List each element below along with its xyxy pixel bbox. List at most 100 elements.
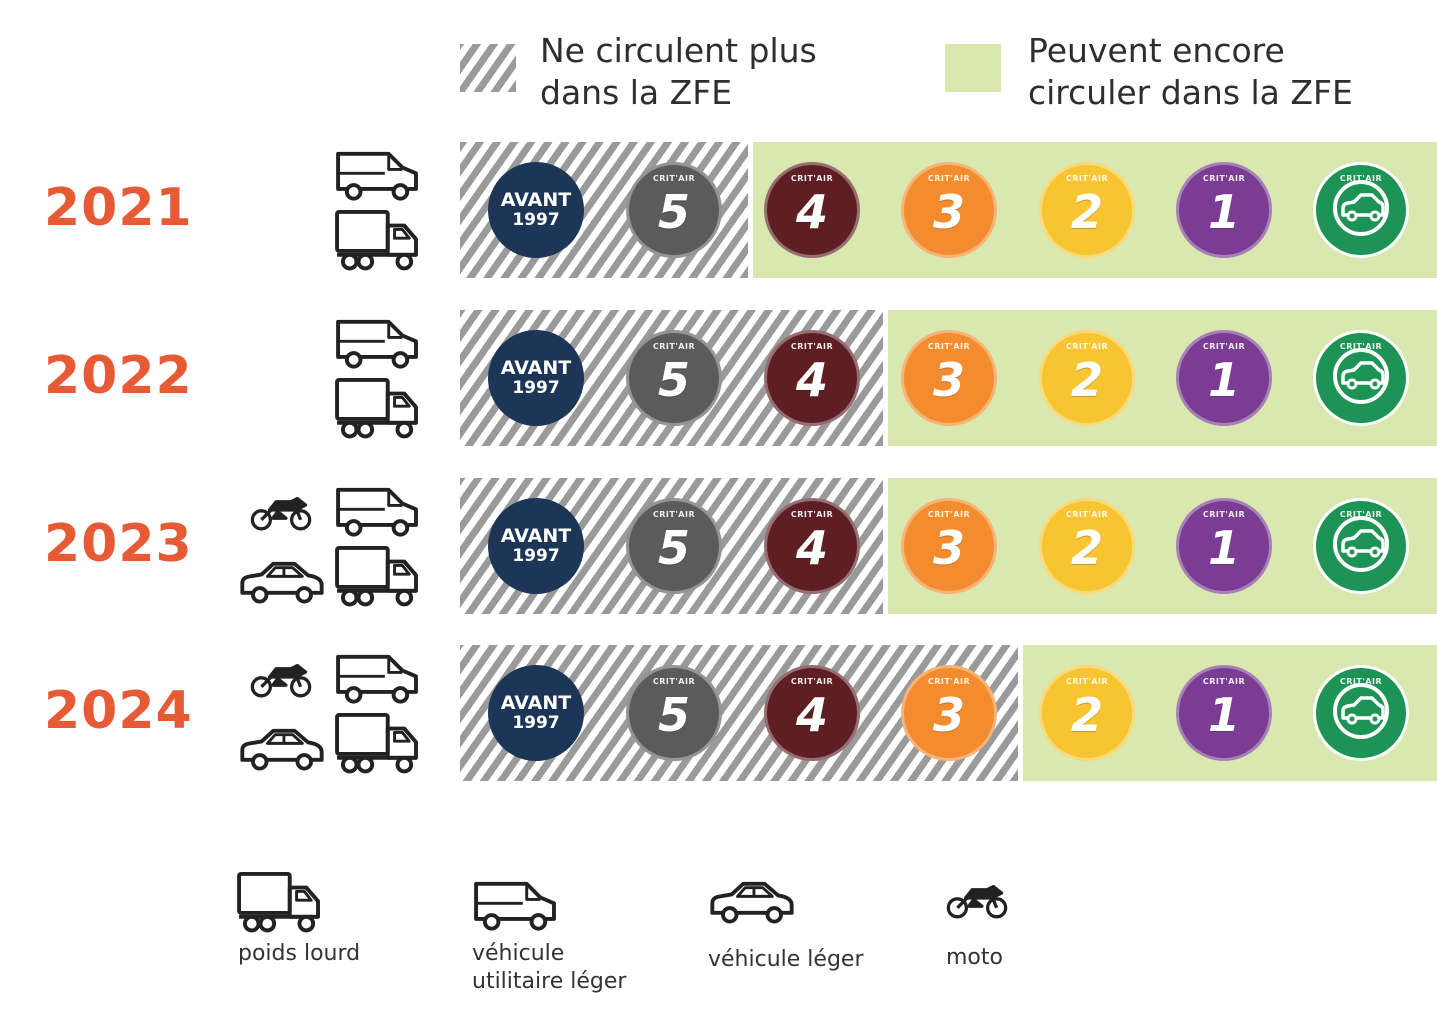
legend-allowed-label: Peuvent encore circuler dans la ZFE <box>1028 30 1353 114</box>
badge-number: 4 <box>795 185 828 239</box>
badge-avant-1997: AVANT 1997 <box>488 498 584 594</box>
legend-excluded-label: Ne circulent plus dans la ZFE <box>540 30 817 114</box>
motorcycle-icon <box>944 880 1010 925</box>
car-icon <box>708 878 796 930</box>
legend-excluded-swatch <box>460 44 516 92</box>
vehicle-legend-label-line: véhicule <box>472 941 565 966</box>
badge-critair-1: CRIT'AIR 1 <box>1176 665 1272 761</box>
heavy-truck-icon <box>334 711 422 774</box>
badge-number: 3 <box>932 688 965 742</box>
badge-critair-label: CRIT'AIR <box>927 677 971 686</box>
badge-critair-5: CRIT'AIR 5 <box>626 665 722 761</box>
badge-critair-label: CRIT'AIR <box>927 174 971 183</box>
legend-allowed-swatch <box>945 44 1001 92</box>
badge-critair-4: CRIT'AIR 4 <box>764 665 860 761</box>
badge-critair-label: CRIT'AIR <box>1202 342 1246 351</box>
badge-number: 2 <box>1070 688 1103 742</box>
utility-van-icon <box>334 484 422 539</box>
badge-number: 5 <box>657 521 690 575</box>
badge-critair-electrique: CRIT'AIR <box>1313 330 1409 426</box>
badge-critair-electrique: CRIT'AIR <box>1313 162 1409 258</box>
electric-car-icon <box>1330 680 1392 746</box>
badge-line1: AVANT <box>500 692 572 714</box>
electric-car-icon <box>1330 513 1392 579</box>
badge-critair-4: CRIT'AIR 4 <box>764 498 860 594</box>
vehicle-legend-label: véhicule utilitaire léger <box>472 940 626 996</box>
badge-avant-1997: AVANT 1997 <box>488 665 584 761</box>
badge-number: 3 <box>932 353 965 407</box>
badge-critair-label: CRIT'AIR <box>790 510 834 519</box>
badge-line2: 1997 <box>512 210 560 230</box>
badge-critair-label: CRIT'AIR <box>927 342 971 351</box>
badge-line2: 1997 <box>512 713 560 733</box>
badge-critair-3: CRIT'AIR 3 <box>901 665 997 761</box>
vehicle-legend-label: moto <box>946 944 1003 972</box>
legend-allowed-line2: circuler dans la ZFE <box>1028 73 1353 112</box>
badge-number: 1 <box>1207 688 1240 742</box>
badge-line2: 1997 <box>512 546 560 566</box>
badge-line1: AVANT <box>500 189 572 211</box>
utility-van-icon <box>334 651 422 706</box>
badge-critair-label: CRIT'AIR <box>1065 342 1109 351</box>
badge-avant-1997: AVANT 1997 <box>488 162 584 258</box>
badge-number: 4 <box>795 353 828 407</box>
badge-line1: AVANT <box>500 525 572 547</box>
badge-critair-label: CRIT'AIR <box>652 174 696 183</box>
badge-number: 2 <box>1070 185 1103 239</box>
badge-critair-4: CRIT'AIR 4 <box>764 330 860 426</box>
timeline-row-2021: 2021 AVANT 1997 CRIT'AIR 5 CRIT'AIR 4 CRIT'AIR 3… <box>0 142 1437 278</box>
badge-critair-label: CRIT'AIR <box>1339 677 1383 686</box>
vehicle-legend-label-line: utilitaire léger <box>472 969 627 994</box>
badge-critair-label: CRIT'AIR <box>1065 174 1109 183</box>
badge-critair-2: CRIT'AIR 2 <box>1039 498 1135 594</box>
badge-critair-label: CRIT'AIR <box>652 510 696 519</box>
utility-van-icon <box>334 316 422 371</box>
badge-critair-2: CRIT'AIR 2 <box>1039 162 1135 258</box>
badge-critair-electrique: CRIT'AIR <box>1313 498 1409 594</box>
year-label: 2024 <box>44 681 193 741</box>
badge-critair-5: CRIT'AIR 5 <box>626 330 722 426</box>
badge-line2: 1997 <box>512 378 560 398</box>
badge-critair-1: CRIT'AIR 1 <box>1176 498 1272 594</box>
badge-critair-4: CRIT'AIR 4 <box>764 162 860 258</box>
badge-number: 2 <box>1070 521 1103 575</box>
badge-number: 5 <box>657 353 690 407</box>
heavy-truck-icon <box>334 376 422 439</box>
timeline-row-2022: 2022 AVANT 1997 CRIT'AIR 5 CRIT'AIR 4 CRIT'AIR 3… <box>0 310 1437 446</box>
electric-car-icon <box>1330 177 1392 243</box>
badge-number: 4 <box>795 521 828 575</box>
car-icon <box>238 725 326 773</box>
badge-critair-5: CRIT'AIR 5 <box>626 498 722 594</box>
badge-critair-label: CRIT'AIR <box>1339 510 1383 519</box>
badge-critair-3: CRIT'AIR 3 <box>901 498 997 594</box>
badge-line1: AVANT <box>500 357 572 379</box>
vehicle-legend-label: poids lourd <box>238 940 360 968</box>
badge-critair-label: CRIT'AIR <box>652 677 696 686</box>
badge-number: 4 <box>795 688 828 742</box>
badge-critair-label: CRIT'AIR <box>1339 174 1383 183</box>
utility-van-icon <box>472 878 560 937</box>
electric-car-icon <box>1330 345 1392 411</box>
badge-critair-label: CRIT'AIR <box>1065 510 1109 519</box>
badge-number: 2 <box>1070 353 1103 407</box>
badge-avant-1997: AVANT 1997 <box>488 330 584 426</box>
legend-excluded-line2: dans la ZFE <box>540 73 733 112</box>
legend-allowed-line1: Peuvent encore <box>1028 31 1285 70</box>
timeline-row-2023: 2023 AVANT 1997 CRIT'AIR 5 CRIT'AIR 4 CRIT'AIR 3… <box>0 478 1437 614</box>
badge-critair-label: CRIT'AIR <box>1065 677 1109 686</box>
vehicle-legend-label: véhicule léger <box>708 946 863 974</box>
badge-critair-label: CRIT'AIR <box>790 174 834 183</box>
motorcycle-icon <box>248 492 314 533</box>
badge-critair-2: CRIT'AIR 2 <box>1039 330 1135 426</box>
badge-critair-label: CRIT'AIR <box>927 510 971 519</box>
badge-number: 3 <box>932 185 965 239</box>
year-label: 2021 <box>44 178 193 238</box>
badge-critair-label: CRIT'AIR <box>790 342 834 351</box>
badge-critair-label: CRIT'AIR <box>652 342 696 351</box>
heavy-truck-icon <box>334 544 422 607</box>
badge-critair-1: CRIT'AIR 1 <box>1176 162 1272 258</box>
badge-critair-label: CRIT'AIR <box>790 677 834 686</box>
badge-number: 5 <box>657 185 690 239</box>
badge-critair-1: CRIT'AIR 1 <box>1176 330 1272 426</box>
badge-number: 3 <box>932 521 965 575</box>
